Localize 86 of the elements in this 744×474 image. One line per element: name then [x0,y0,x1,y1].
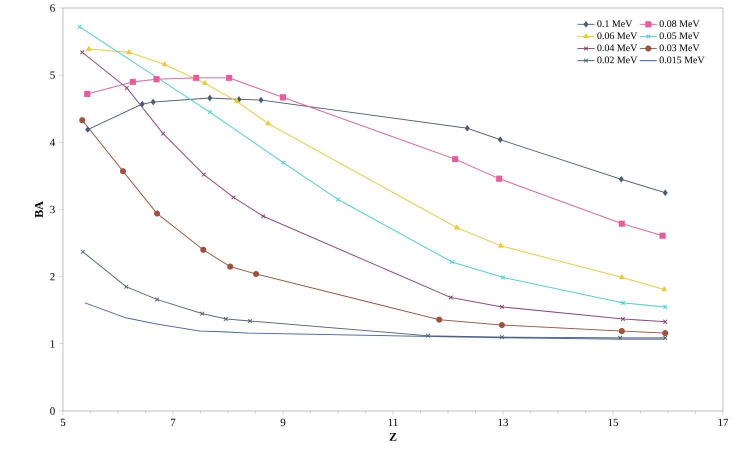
line-series [84,302,666,340]
x-axis-title: Z [390,432,396,441]
point [620,316,626,322]
point [124,86,130,90]
point [154,210,160,217]
point [154,297,160,302]
x-tick-label: 17 [718,418,728,426]
y-axis-title: BA [34,201,43,218]
point [452,156,458,162]
point [207,94,212,102]
point [496,176,502,182]
point [618,176,624,182]
legend-label: 0.02 MeV [597,56,638,64]
y-tick-label: 6 [50,4,55,12]
point [618,220,625,227]
legend-label: 0.08 MeV [660,20,700,28]
point [260,214,266,218]
x-tick-label: 7 [170,418,176,426]
legend-label: 0.06 MeV [597,32,638,40]
point [661,286,667,292]
point [84,90,90,98]
point [160,131,166,136]
y-tick-label: 1 [50,340,55,348]
point [79,117,86,124]
point [227,264,234,270]
point [265,120,271,126]
point [126,49,132,54]
point [248,318,252,324]
point [150,98,156,106]
point [258,96,264,104]
point [659,232,666,239]
point [662,190,668,196]
x-tick-label: 15 [608,418,618,426]
point [140,101,145,108]
x-tick-label: 11 [388,418,398,426]
point [202,172,206,177]
point [208,110,212,114]
point [436,316,442,323]
point [618,328,625,334]
y-tick-label: 2 [50,273,55,280]
point [498,322,505,328]
point [253,270,260,278]
point [500,334,504,340]
point [336,197,340,202]
point [662,330,668,336]
point [500,304,504,310]
point [200,311,204,316]
point [280,94,286,100]
point [448,295,454,300]
legend-label: 0.04 MeV [597,44,638,52]
point [500,275,506,280]
point [620,300,626,306]
point [234,98,240,104]
point [450,260,454,264]
point [618,336,622,340]
y-tick-label: 5 [50,72,55,79]
point [200,246,206,253]
point [120,168,126,174]
point [124,284,129,290]
legend-label: 0.05 MeV [660,32,700,40]
point [619,274,624,280]
point [193,74,200,81]
point [162,61,168,66]
point [85,126,90,133]
point [226,74,232,81]
x-tick-label: 9 [280,418,286,426]
y-tick-label: 0 [50,407,55,415]
point [498,242,504,248]
x-tick-label: 13 [498,418,508,426]
legend-label: 0.03 MeV [660,44,700,52]
point [86,46,92,51]
point [224,316,228,322]
point [464,125,470,132]
point [498,136,503,143]
y-tick-label: 4 [50,138,56,146]
x-tick-label: 5 [60,418,66,426]
point [231,195,236,200]
point [202,80,208,85]
point [130,78,136,85]
legend-label: 0.015 MeV [660,56,705,64]
point [280,160,286,165]
legend-label: 0.1 MeV [597,20,632,28]
point [454,224,460,230]
point [426,333,430,338]
y-tick-label: 3 [50,206,55,214]
point [153,76,160,82]
